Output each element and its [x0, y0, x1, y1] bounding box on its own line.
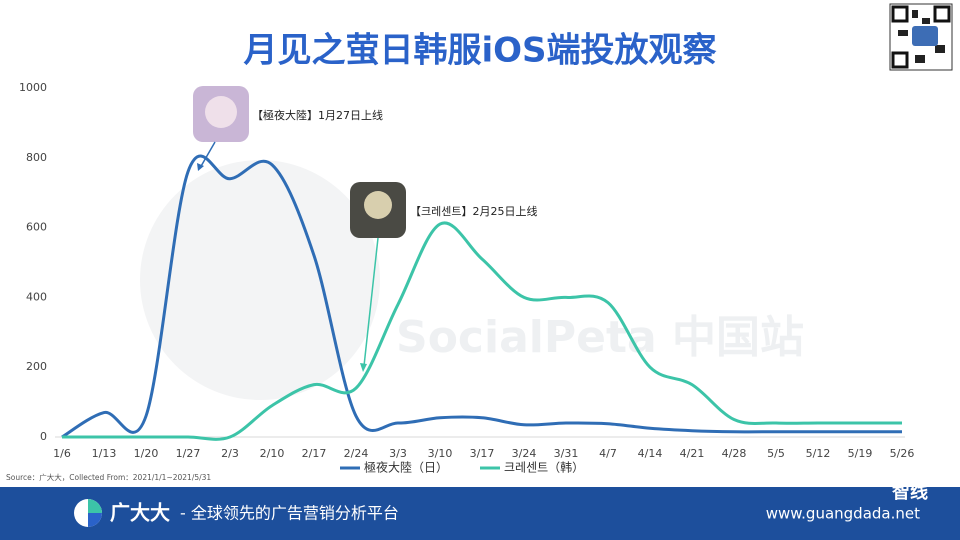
game-icon-1 [193, 86, 249, 142]
y-tick-label: 800 [26, 151, 47, 164]
x-tick-label: 5/12 [806, 447, 831, 460]
wechat: 智线 [892, 481, 928, 503]
x-tick-label: 5/26 [890, 447, 915, 460]
x-tick-label: 2/17 [302, 447, 327, 460]
x-tick-label: 1/27 [176, 447, 201, 460]
y-tick-label: 400 [26, 290, 47, 303]
annotation: 【極夜大陸】1月27日上线 [252, 108, 383, 122]
title: 月见之萤日韩服iOS端投放观察 [243, 31, 716, 71]
y-tick-label: 200 [26, 360, 47, 373]
qr-code [889, 3, 953, 71]
legend-label: 極夜大陸（日） [364, 460, 448, 475]
x-tick-label: 3/3 [389, 447, 407, 460]
x-tick-label: 3/17 [470, 447, 495, 460]
arrow [363, 237, 379, 367]
y-tick-label: 600 [26, 221, 47, 234]
game-icon-2 [350, 182, 406, 238]
series-line [61, 154, 902, 439]
source: Source：广大大，Collected From：2021/1/1~2021/… [6, 472, 211, 482]
x-tick-label: 4/7 [599, 447, 617, 460]
y-tick-label: 1000 [19, 81, 47, 94]
x-tick-label: 5/19 [848, 447, 873, 460]
watermark: SocialPeta 中国站 [396, 312, 804, 363]
x-tick-label: 1/20 [134, 447, 159, 460]
x-tick-label: 2/24 [344, 447, 369, 460]
brand-logo [74, 499, 102, 527]
legend-label: 크레센트（韩） [504, 460, 584, 475]
x-tick-label: 4/21 [680, 447, 705, 460]
x-tick-label: 1/6 [53, 447, 71, 460]
x-tick-label: 3/31 [554, 447, 579, 460]
x-tick-label: 3/10 [428, 447, 453, 460]
x-tick-label: 4/14 [638, 447, 663, 460]
x-tick-label: 3/24 [512, 447, 537, 460]
series-line [62, 221, 902, 441]
arrow-head [197, 163, 204, 171]
arrow-head [360, 363, 367, 372]
url: www.guangdada.net [766, 505, 920, 523]
watermark-logo [140, 160, 380, 400]
footer-bar [0, 487, 960, 540]
brand: 广大大 [110, 501, 170, 525]
x-tick-label: 1/13 [92, 447, 117, 460]
x-tick-label: 2/3 [221, 447, 239, 460]
arrow [199, 141, 216, 169]
slogan: - 全球领先的广告营销分析平台 [180, 504, 399, 523]
x-tick-label: 2/10 [260, 447, 285, 460]
annotation: 【크레센트】2月25日上线 [410, 204, 537, 218]
x-tick-label: 4/28 [722, 447, 747, 460]
x-tick-label: 5/5 [767, 447, 785, 460]
y-tick-label: 0 [40, 430, 47, 443]
